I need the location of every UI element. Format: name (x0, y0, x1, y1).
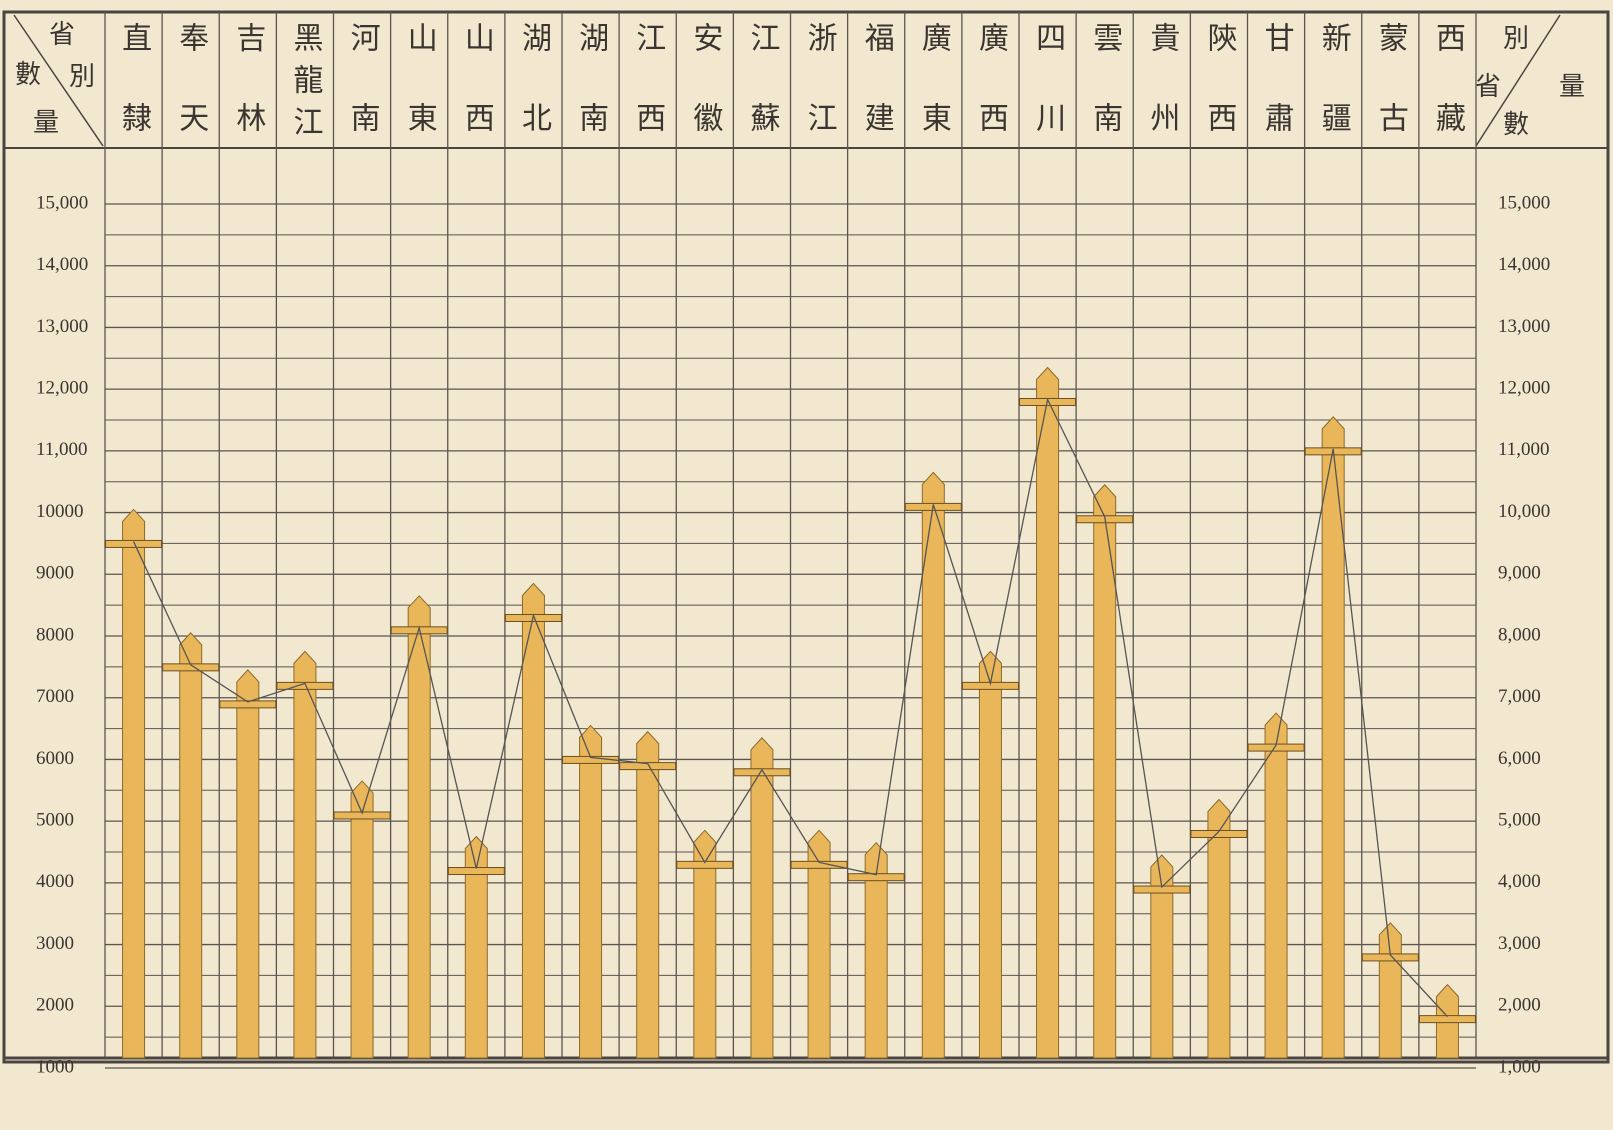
pole (521, 582, 545, 1059)
crossbar (619, 762, 677, 771)
x-tick-label: 新疆 (1316, 22, 1351, 182)
y2-tick-label: 9,000 (1498, 563, 1541, 584)
corner-label: 別 (69, 62, 95, 92)
corner-label: 數 (1503, 110, 1529, 140)
crossbar (105, 539, 163, 548)
wire (132, 397, 1448, 1018)
y-tick-label: 11,000 (36, 439, 88, 460)
x-tick-label: 廣東 (916, 22, 952, 182)
pole (807, 829, 831, 1059)
x-tick-label: 四川 (1030, 22, 1066, 182)
x-tick-label: 浙江 (802, 22, 837, 182)
x-tick-label: 直隸 (116, 22, 152, 182)
pole (122, 508, 146, 1059)
x-tick-label: 湖南 (573, 22, 608, 182)
y-tick-label: 3000 (36, 933, 74, 954)
y2-tick-label: 10,000 (1498, 501, 1550, 522)
pole (1264, 712, 1288, 1059)
x-tick-label: 蒙古 (1373, 22, 1408, 182)
y-tick-label: 10000 (36, 501, 84, 522)
y2-tick-label: 1,000 (1498, 1056, 1541, 1077)
y-tick-label: 6000 (36, 748, 74, 769)
y2-tick-label: 7,000 (1498, 686, 1541, 707)
crossbar (1418, 1015, 1476, 1024)
corner-label: 數 (15, 60, 41, 90)
pole (236, 669, 260, 1059)
pole (1321, 416, 1345, 1059)
y-tick-label: 7000 (36, 686, 74, 707)
x-tick-label: 貴州 (1144, 22, 1180, 182)
pole (1378, 922, 1402, 1059)
x-tick-label: 安徽 (687, 22, 723, 182)
y2-tick-label: 12,000 (1498, 378, 1550, 399)
y-tick-label: 4000 (36, 871, 74, 892)
pole (921, 471, 945, 1059)
pole (1036, 366, 1060, 1059)
x-tick-label: 雲南 (1087, 22, 1122, 182)
y-tick-label: 5000 (36, 810, 74, 831)
y2-tick-label: 15,000 (1498, 192, 1550, 213)
pole (350, 780, 374, 1059)
pole (750, 737, 774, 1059)
pole (978, 650, 1002, 1059)
pole (693, 829, 717, 1059)
y2-tick-label: 11,000 (1498, 439, 1550, 460)
pole (293, 650, 317, 1059)
pole (636, 730, 660, 1059)
pole (407, 595, 431, 1059)
corner-diagonal (1475, 14, 1561, 147)
pole (1093, 484, 1117, 1059)
frame (2, 10, 1610, 1064)
x-tick-label: 甘肅 (1259, 22, 1294, 182)
x-tick-label: 湖北 (516, 22, 551, 182)
y-tick-label: 1000 (36, 1056, 74, 1077)
y2-tick-label: 14,000 (1498, 254, 1550, 275)
x-tick-label: 福建 (859, 22, 895, 182)
y-tick-label: 12,000 (36, 378, 88, 399)
y2-tick-label: 6,000 (1498, 748, 1541, 769)
corner-label: 別 (1503, 24, 1529, 54)
pole (1150, 854, 1174, 1059)
corner-label: 量 (1559, 72, 1585, 102)
x-tick-label: 河南 (345, 22, 381, 182)
y-tick-label: 2000 (36, 995, 74, 1016)
y2-tick-label: 8,000 (1498, 624, 1541, 645)
y-tick-label: 8000 (36, 624, 74, 645)
x-tick-label: 西藏 (1430, 22, 1465, 182)
pole (1207, 798, 1231, 1059)
x-tick-label: 江蘇 (744, 22, 780, 182)
x-tick-label: 山東 (402, 22, 437, 182)
y2-tick-label: 5,000 (1498, 810, 1541, 831)
y2-tick-label: 3,000 (1498, 933, 1541, 954)
y2-tick-label: 13,000 (1498, 316, 1550, 337)
corner-label: 省 (49, 20, 75, 50)
x-tick-label: 黑龍江 (287, 22, 322, 148)
pole (864, 841, 888, 1059)
x-tick-label: 奉天 (173, 22, 209, 182)
pole (579, 724, 603, 1059)
corner-label: 省 (1475, 72, 1501, 102)
y-tick-label: 13,000 (36, 316, 88, 337)
y-tick-label: 14,000 (36, 254, 88, 275)
crossbar (219, 700, 277, 709)
x-tick-label: 江西 (630, 22, 665, 182)
x-tick-label: 吉林 (230, 22, 266, 182)
x-tick-label: 陝西 (1201, 22, 1236, 182)
y2-tick-label: 2,000 (1498, 995, 1541, 1016)
x-tick-label: 廣西 (973, 22, 1009, 182)
y2-tick-label: 4,000 (1498, 871, 1541, 892)
pole (179, 632, 203, 1059)
crossbar (276, 681, 334, 690)
corner-diagonal (13, 14, 104, 147)
corner-label: 量 (33, 108, 59, 138)
y-tick-label: 9000 (36, 563, 74, 584)
y-tick-label: 15,000 (36, 192, 88, 213)
x-tick-label: 山西 (459, 22, 494, 182)
